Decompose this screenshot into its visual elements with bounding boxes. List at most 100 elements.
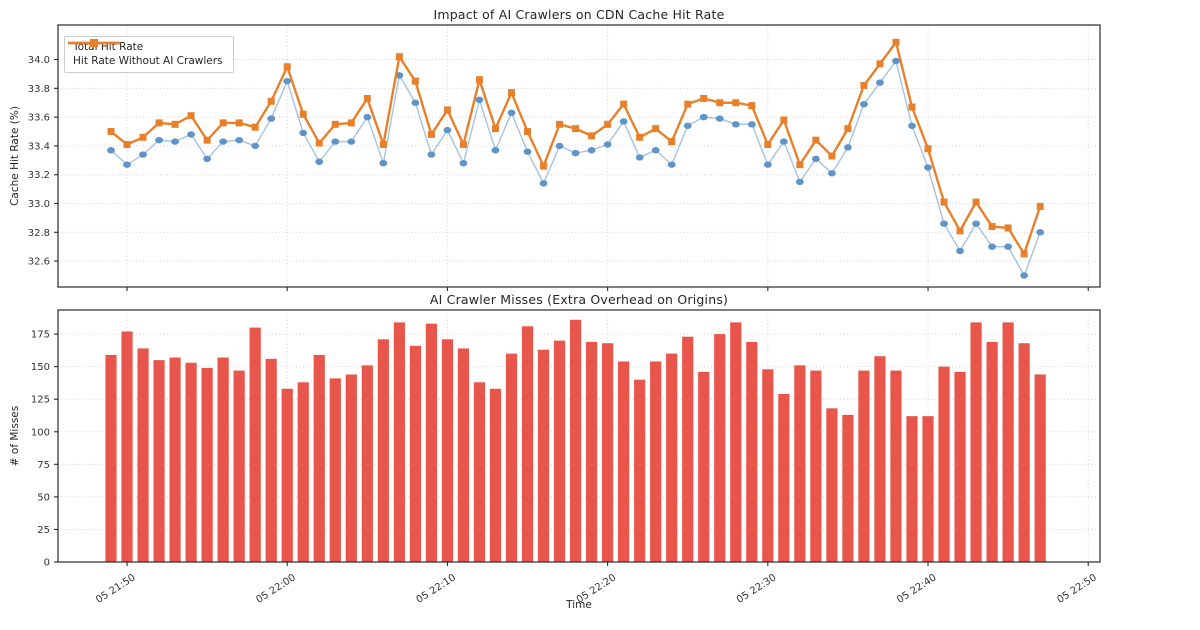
bar — [858, 370, 870, 562]
bar — [842, 414, 854, 562]
bar — [409, 345, 421, 562]
bar — [810, 370, 822, 562]
square-marker — [155, 119, 163, 127]
square-marker — [764, 140, 772, 148]
circle-marker — [972, 220, 980, 227]
square-marker — [860, 81, 868, 89]
circle-marker — [892, 57, 900, 65]
square-marker — [379, 140, 387, 148]
circle-marker — [507, 109, 516, 117]
y-tick-label: 32.8 — [28, 228, 50, 239]
circle-marker — [988, 243, 996, 250]
circle-marker — [443, 126, 452, 134]
y-tick-label: 33.2 — [28, 170, 50, 181]
y-tick-label: 33.8 — [28, 84, 50, 95]
circle-marker — [475, 96, 484, 104]
square-marker — [171, 120, 179, 128]
square-marker — [924, 145, 932, 153]
bar — [890, 370, 902, 562]
square-marker — [475, 76, 483, 84]
top-y-axis-label: Cache Hit Rate (%) — [9, 106, 21, 206]
square-marker — [812, 136, 820, 144]
circle-marker — [267, 115, 276, 122]
bar — [265, 358, 277, 562]
circle-marker — [860, 100, 868, 108]
bar — [778, 394, 790, 562]
bar — [345, 374, 357, 562]
bar — [185, 362, 197, 562]
square-marker — [331, 120, 339, 128]
square-marker — [123, 140, 131, 148]
circle-marker — [683, 122, 692, 129]
bar — [586, 341, 598, 562]
square-marker — [780, 116, 788, 124]
bar — [569, 319, 582, 562]
circle-marker — [315, 158, 324, 165]
square-marker — [1004, 224, 1012, 232]
circle-marker — [587, 147, 596, 154]
square-marker — [556, 120, 564, 128]
bar — [1002, 322, 1014, 562]
bottom-x-axis-label: Time — [566, 599, 592, 611]
circle-marker — [635, 154, 644, 161]
bar — [521, 326, 534, 562]
circle-marker — [379, 160, 388, 167]
circle-marker — [219, 138, 228, 145]
legend-entry-hit-rate-without-ai-crawlers: Hit Rate Without AI Crawlers — [68, 39, 223, 68]
square-marker — [251, 123, 259, 131]
bar — [153, 360, 165, 562]
square-marker — [411, 77, 419, 85]
bar — [169, 357, 181, 562]
y-tick-label: 0 — [44, 558, 50, 569]
bar — [1018, 343, 1030, 562]
square-marker — [684, 100, 692, 108]
series-hit-rate-without-ai-crawlers — [107, 38, 1044, 258]
bar — [666, 353, 678, 562]
circle-marker — [651, 147, 660, 154]
bar — [297, 382, 309, 562]
square-marker — [956, 227, 964, 235]
square-marker — [491, 125, 499, 133]
circle-marker — [828, 170, 836, 177]
square-marker — [668, 138, 676, 146]
bar — [714, 334, 726, 562]
square-marker — [187, 112, 195, 120]
circle-marker — [763, 161, 772, 168]
circle-marker — [363, 113, 372, 121]
legend-label: Hit Rate Without AI Crawlers — [73, 55, 223, 67]
square-marker — [636, 133, 644, 141]
square-marker — [732, 99, 740, 107]
bar — [233, 370, 245, 562]
circle-marker — [491, 147, 500, 154]
square-marker — [940, 198, 948, 206]
bar — [906, 416, 918, 562]
bar — [650, 361, 662, 562]
bar — [393, 322, 405, 562]
square-marker — [267, 97, 275, 105]
circle-marker — [299, 129, 308, 137]
circle-marker — [1036, 229, 1045, 236]
circle-marker — [715, 115, 724, 122]
square-marker — [107, 128, 115, 136]
y-tick-label: 33.0 — [28, 199, 50, 210]
circle-marker — [779, 138, 788, 145]
bar — [457, 348, 470, 562]
bar — [1034, 374, 1046, 562]
bar — [746, 341, 758, 562]
bar — [377, 339, 389, 562]
square-marker — [972, 198, 980, 206]
square-marker — [235, 119, 243, 127]
bar — [489, 388, 502, 562]
bar — [730, 322, 742, 562]
square-marker — [844, 125, 852, 133]
square-marker — [796, 161, 804, 169]
top-chart-axes: 32.6 32.8 33.0 33.2 33.4 33.6 33.8 34.0 — [28, 24, 1101, 291]
square-marker — [604, 120, 612, 128]
bar — [938, 366, 950, 562]
bar — [922, 416, 934, 562]
circle-marker — [811, 155, 820, 163]
square-marker — [572, 125, 580, 133]
square-marker — [908, 103, 916, 111]
y-tick-label: 32.6 — [28, 257, 50, 268]
circle-marker — [171, 138, 179, 145]
